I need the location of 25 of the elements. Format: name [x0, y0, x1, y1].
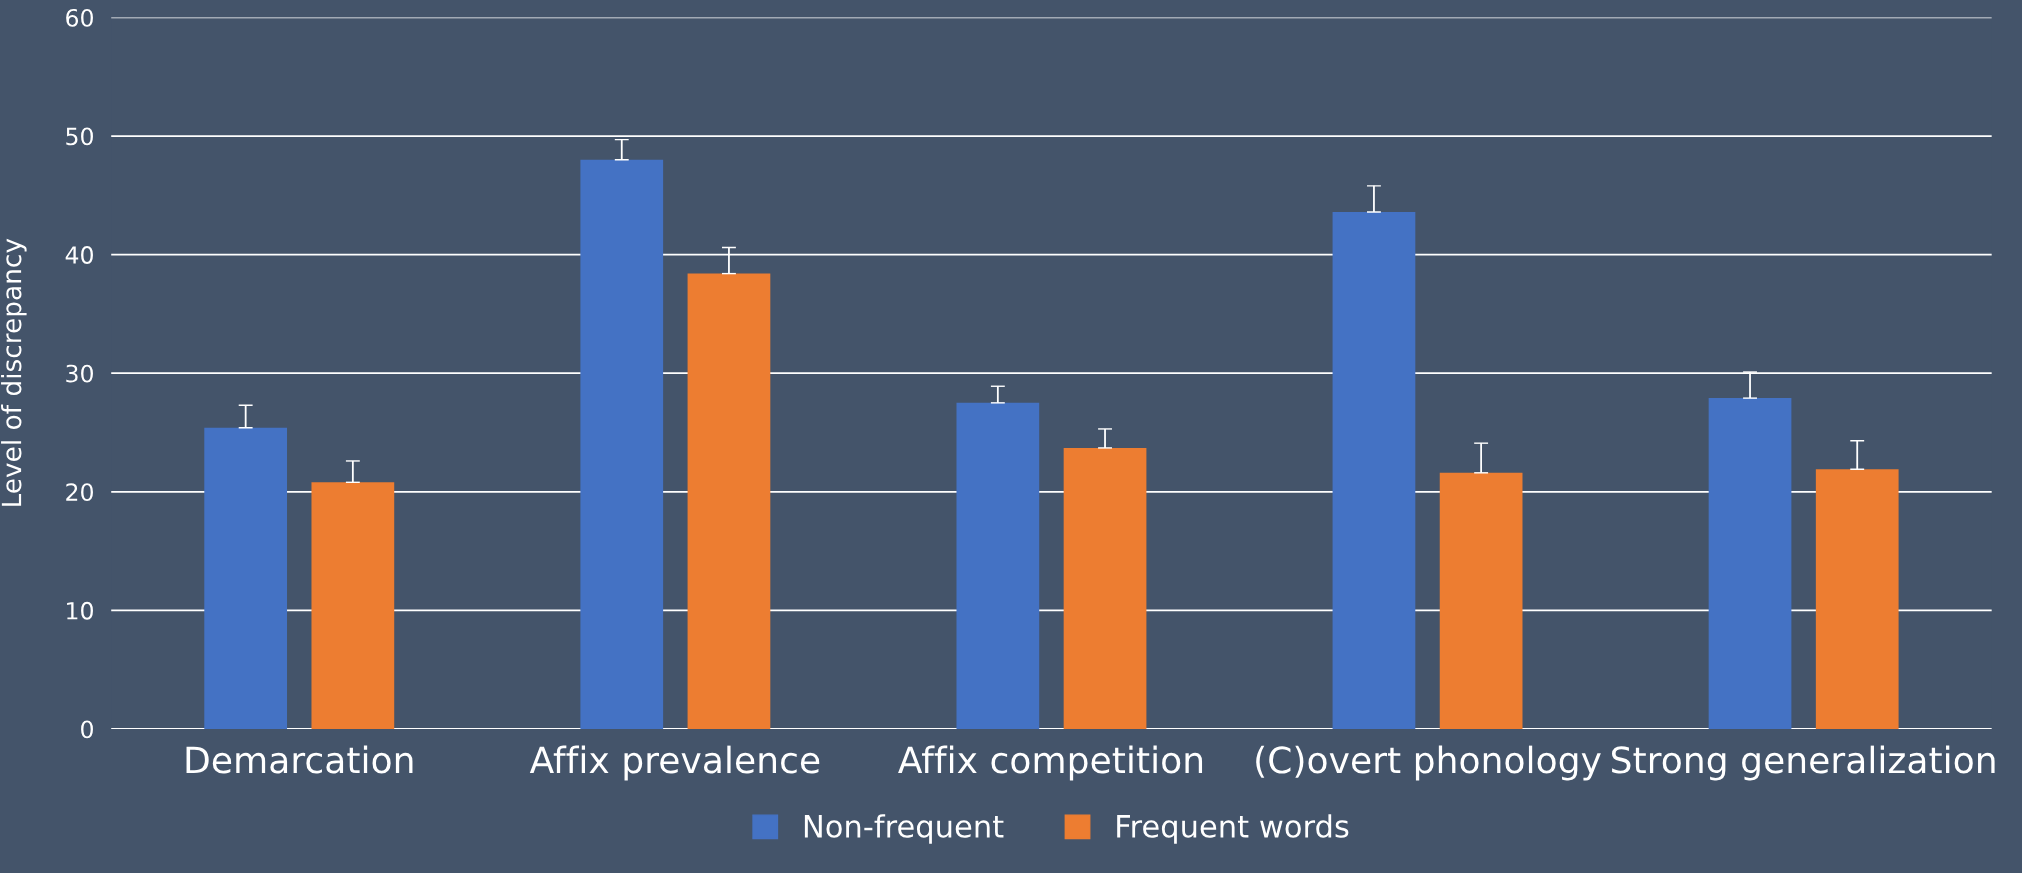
- y-tick-label: 10: [67, 601, 93, 620]
- y-tick-label: 30: [66, 364, 93, 383]
- x-tick-label: Strong generalization: [1611, 745, 1995, 781]
- bar: [580, 159, 664, 729]
- y-tick-label: 60: [66, 8, 93, 27]
- bar: [204, 427, 288, 729]
- bar: [311, 482, 395, 729]
- y-tick-label: 20: [66, 483, 93, 502]
- bar: [1815, 469, 1899, 729]
- x-tick-label: (C)overt phonology: [1256, 745, 1601, 781]
- legend-label: Non-frequent: [804, 814, 1004, 844]
- x-tick-label: Affix prevalence: [529, 745, 820, 781]
- bar: [1063, 447, 1147, 729]
- x-tick-label: Affix competition: [898, 745, 1203, 781]
- y-axis-title: Level of discrepancy: [1, 238, 27, 506]
- y-tick-label: 50: [66, 127, 93, 146]
- bar: [1332, 211, 1416, 729]
- legend-label: Frequent words: [1117, 814, 1349, 844]
- y-tick-label: 40: [65, 246, 93, 264]
- bar: [687, 273, 771, 729]
- x-tick-label: Demarcation: [186, 745, 413, 774]
- bar: [1708, 398, 1792, 729]
- y-tick-label: 0: [81, 720, 93, 739]
- bar: [1439, 472, 1523, 729]
- bar: [956, 402, 1040, 729]
